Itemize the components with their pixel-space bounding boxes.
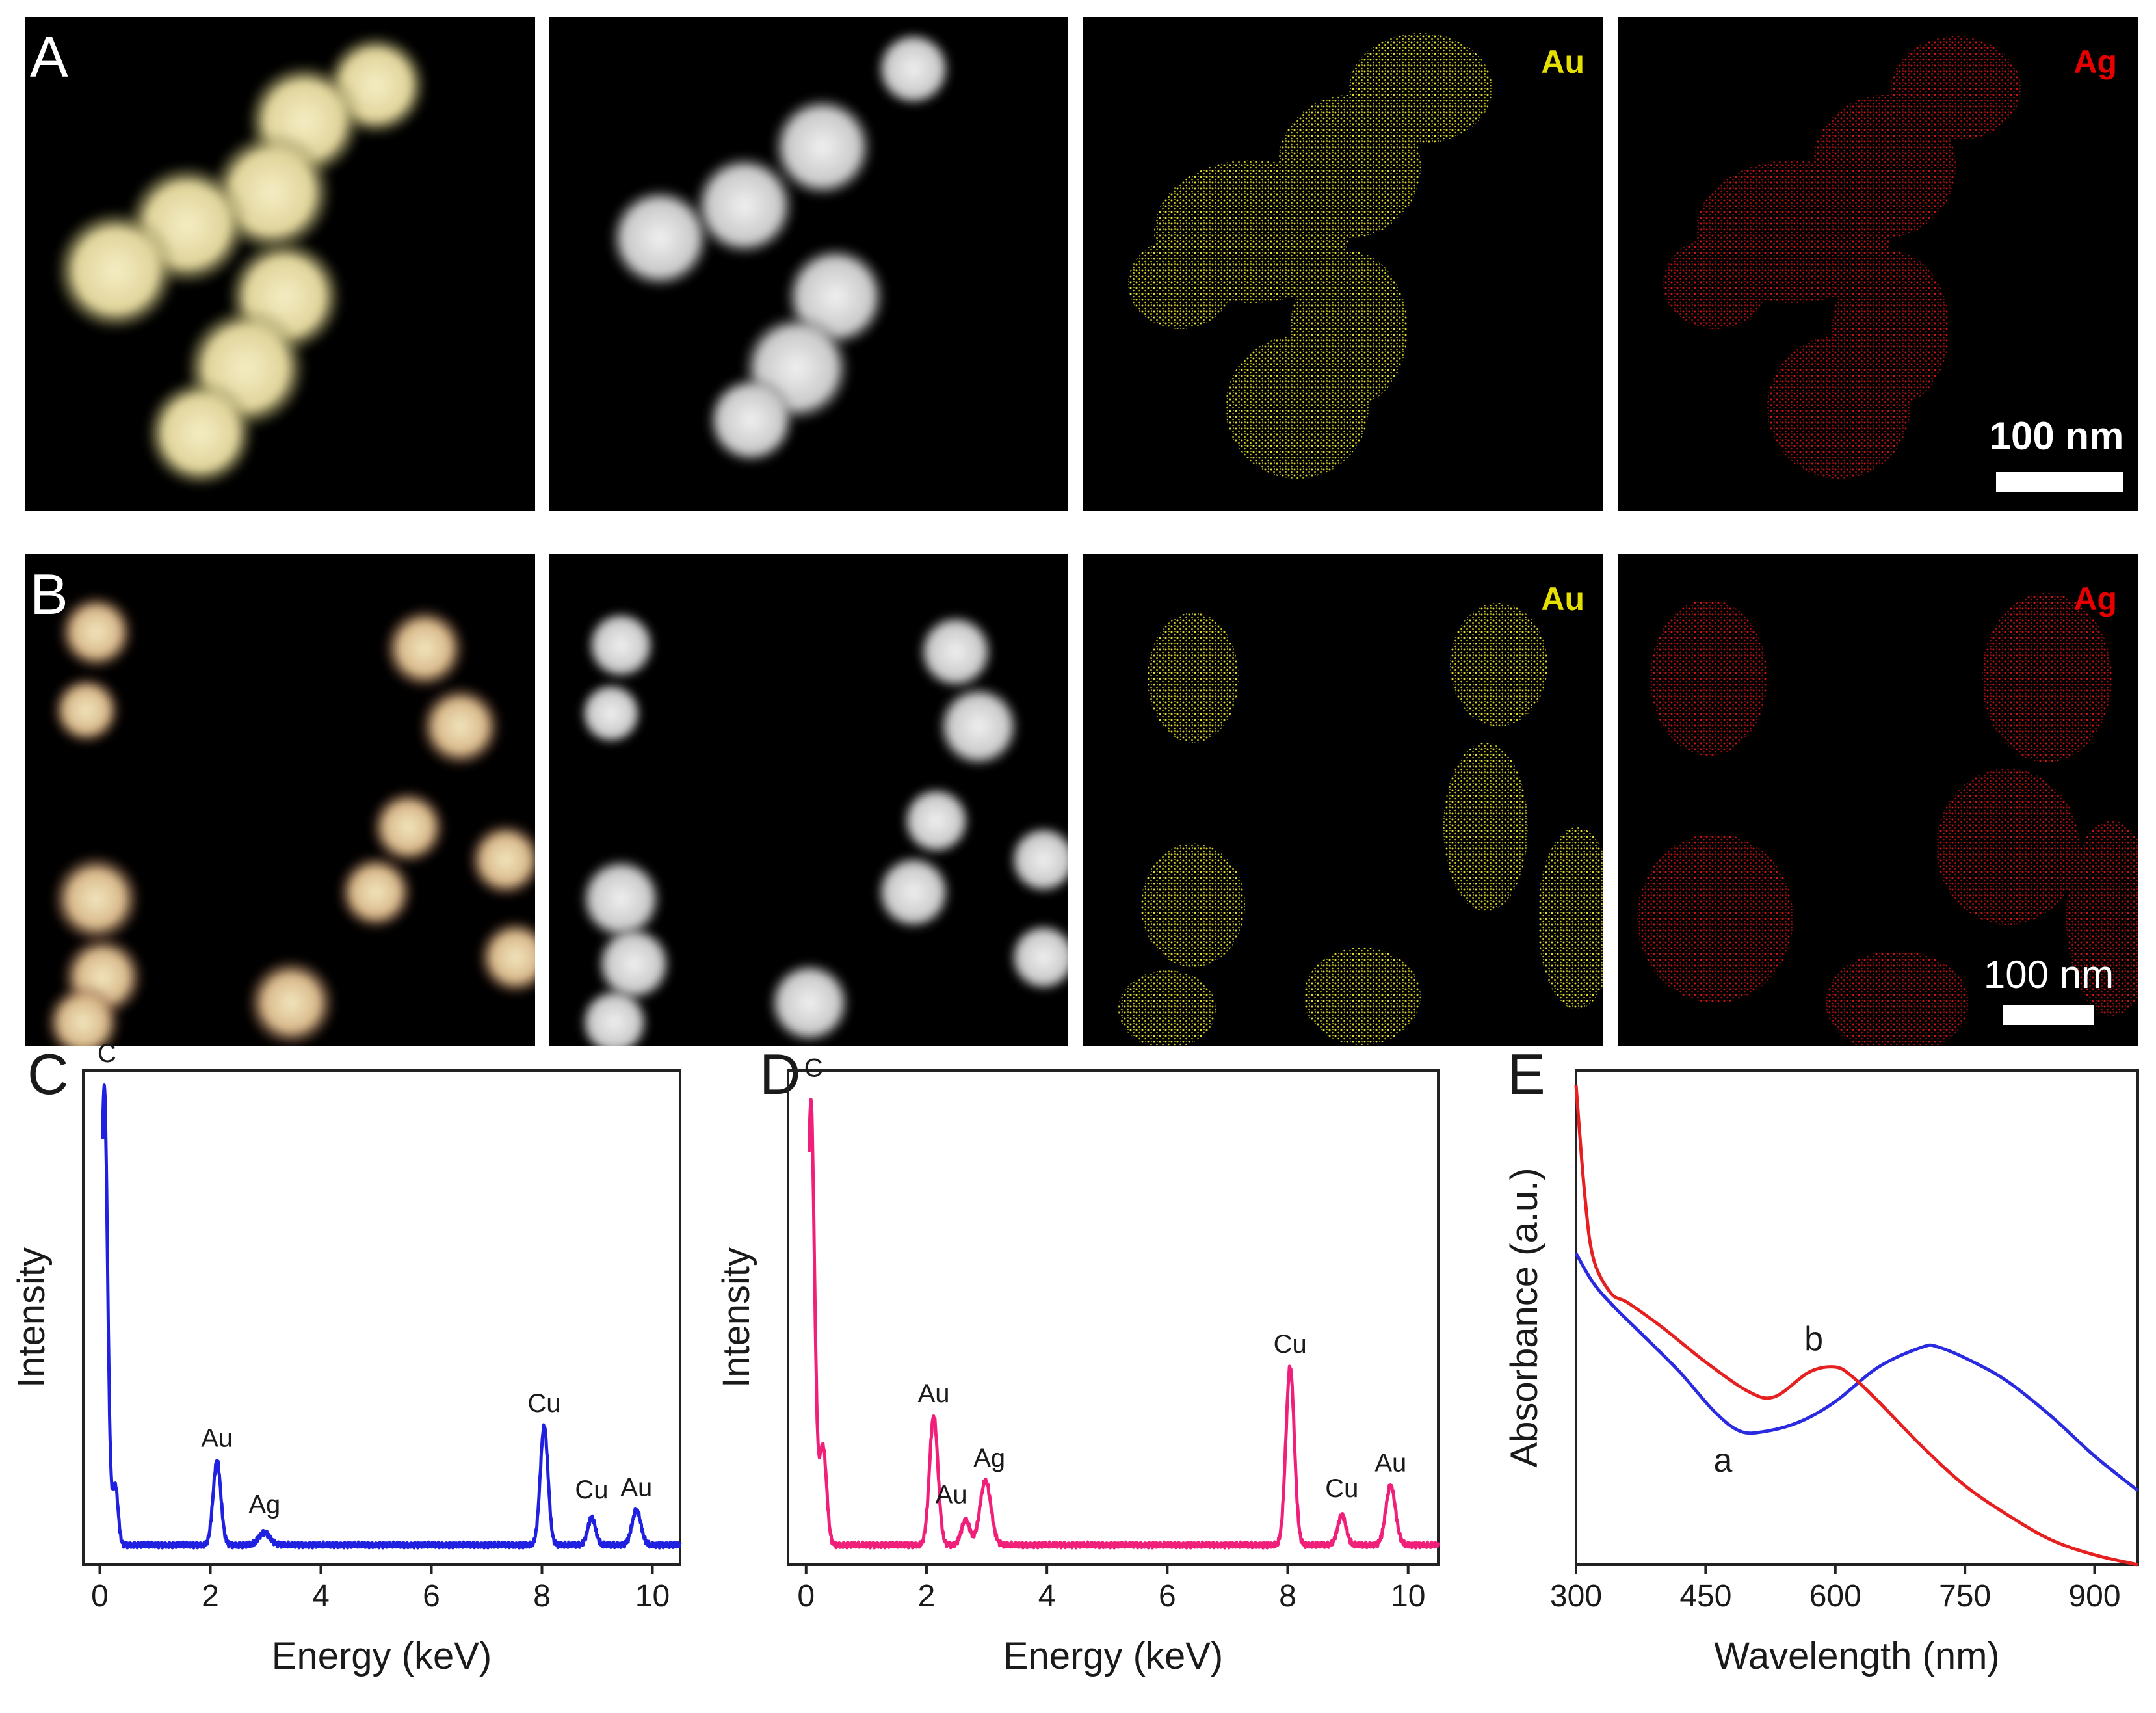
series-label-a: a [1714, 1442, 1733, 1480]
x-tick-label: 0 [797, 1579, 815, 1613]
row-b-haadf-image [549, 554, 1068, 1046]
row-a-haadf-particles [608, 30, 953, 466]
row-a-au-label: Au [1541, 44, 1584, 80]
row-b-ag-label: Ag [2073, 581, 2117, 617]
panel-c-label: C [27, 1042, 69, 1106]
x-tick-label: 6 [1159, 1579, 1176, 1613]
x-tick-label: 10 [1391, 1579, 1425, 1613]
peak-label-au: Au [201, 1424, 233, 1452]
x-axis-label: Energy (keV) [272, 1635, 492, 1677]
peak-label-au: Au [620, 1473, 652, 1502]
x-tick-label: 750 [1939, 1579, 1991, 1613]
row-a-ag-label: Ag [2073, 44, 2117, 80]
row-b-haadf-particles [579, 609, 1068, 1046]
chart-c: 0 2 4 6 8 10 Energy (keV) Intensity C Au Ag Cu Cu Au [10, 1039, 682, 1677]
x-tick-label: 4 [1038, 1579, 1056, 1613]
row-b-ag-dots [1637, 593, 2138, 1046]
x-tick-label: 10 [635, 1579, 670, 1613]
peak-label-c: C [98, 1039, 116, 1068]
peak-label-au: Au [918, 1379, 950, 1408]
row-a-panel-label: A [30, 25, 68, 89]
row-b-overlay-image: B [25, 554, 535, 1046]
row-b-au-map: Au [1083, 554, 1603, 1046]
series-label-b: b [1804, 1320, 1823, 1358]
peak-label-ag: Ag [973, 1444, 1005, 1472]
peak-label-au: Au [1374, 1448, 1406, 1477]
x-tick-label: 300 [1550, 1579, 1602, 1613]
peak-label-au: Au [936, 1481, 967, 1509]
row-a-haadf-image [549, 17, 1068, 511]
row-b-scale-bar-label: 100 nm [1983, 953, 2114, 996]
row-a-ag-dots [1663, 36, 2021, 479]
spectrum-line [101, 1083, 682, 1550]
peak-label-cu: Cu [1325, 1474, 1358, 1503]
x-tick-label: 600 [1809, 1579, 1861, 1613]
plot-frame [1575, 1069, 2139, 1566]
peak-label-c: C [804, 1054, 823, 1083]
row-b-ag-map: Ag 100 nm [1618, 554, 2138, 1046]
row-a-scale-bar-label: 100 nm [1989, 414, 2124, 458]
peak-label-cu: Cu [527, 1389, 560, 1418]
plot-frame [787, 1069, 1440, 1566]
row-b-scale-bar [2003, 1005, 2094, 1025]
row-a-overlay-image: A [25, 17, 535, 511]
row-a-scale-bar [1996, 472, 2123, 492]
series-line-b [1574, 1085, 2138, 1567]
row-a-ag-map: Ag 100 nm [1618, 17, 2138, 511]
peak-label-cu: Cu [1274, 1330, 1307, 1359]
spectrum-line [807, 1098, 1440, 1550]
x-axis-label: Energy (keV) [1003, 1635, 1223, 1677]
x-tick-label: 2 [202, 1579, 219, 1613]
x-tick-label: 0 [91, 1579, 109, 1613]
row-a-au-dots [1128, 33, 1492, 479]
y-axis-label: Absorbance (a.u.) [1503, 1167, 1545, 1467]
peak-label-ag: Ag [248, 1491, 280, 1519]
panel-e-label: E [1507, 1042, 1545, 1106]
row-a-au-map: Au [1083, 17, 1603, 511]
plot-frame [82, 1069, 681, 1566]
x-tick-label: 900 [2068, 1579, 2120, 1613]
x-tick-label: 450 [1679, 1579, 1731, 1613]
x-tick-label: 8 [533, 1579, 551, 1613]
row-b-au-label: Au [1541, 581, 1584, 617]
x-tick-label: 8 [1279, 1579, 1296, 1613]
chart-e: 300 450 600 750 900 Wavelength (nm) Absorbance… [1503, 1069, 2139, 1677]
x-tick-label: 4 [312, 1579, 330, 1613]
peak-label-cu: Cu [575, 1476, 608, 1504]
panel-d-label: D [759, 1042, 801, 1106]
x-tick-label: 6 [423, 1579, 440, 1613]
row-b-overlay-particles [44, 593, 535, 1046]
x-tick-label: 2 [918, 1579, 936, 1613]
series-line-a [1574, 1252, 2139, 1492]
row-a-overlay-particles [54, 33, 428, 488]
row-b-au-dots [1118, 603, 1603, 1046]
y-axis-label: Intensity [10, 1247, 53, 1388]
x-axis-label: Wavelength (nm) [1714, 1635, 1999, 1677]
row-b-panel-label: B [30, 562, 68, 626]
y-axis-label: Intensity [715, 1247, 757, 1388]
